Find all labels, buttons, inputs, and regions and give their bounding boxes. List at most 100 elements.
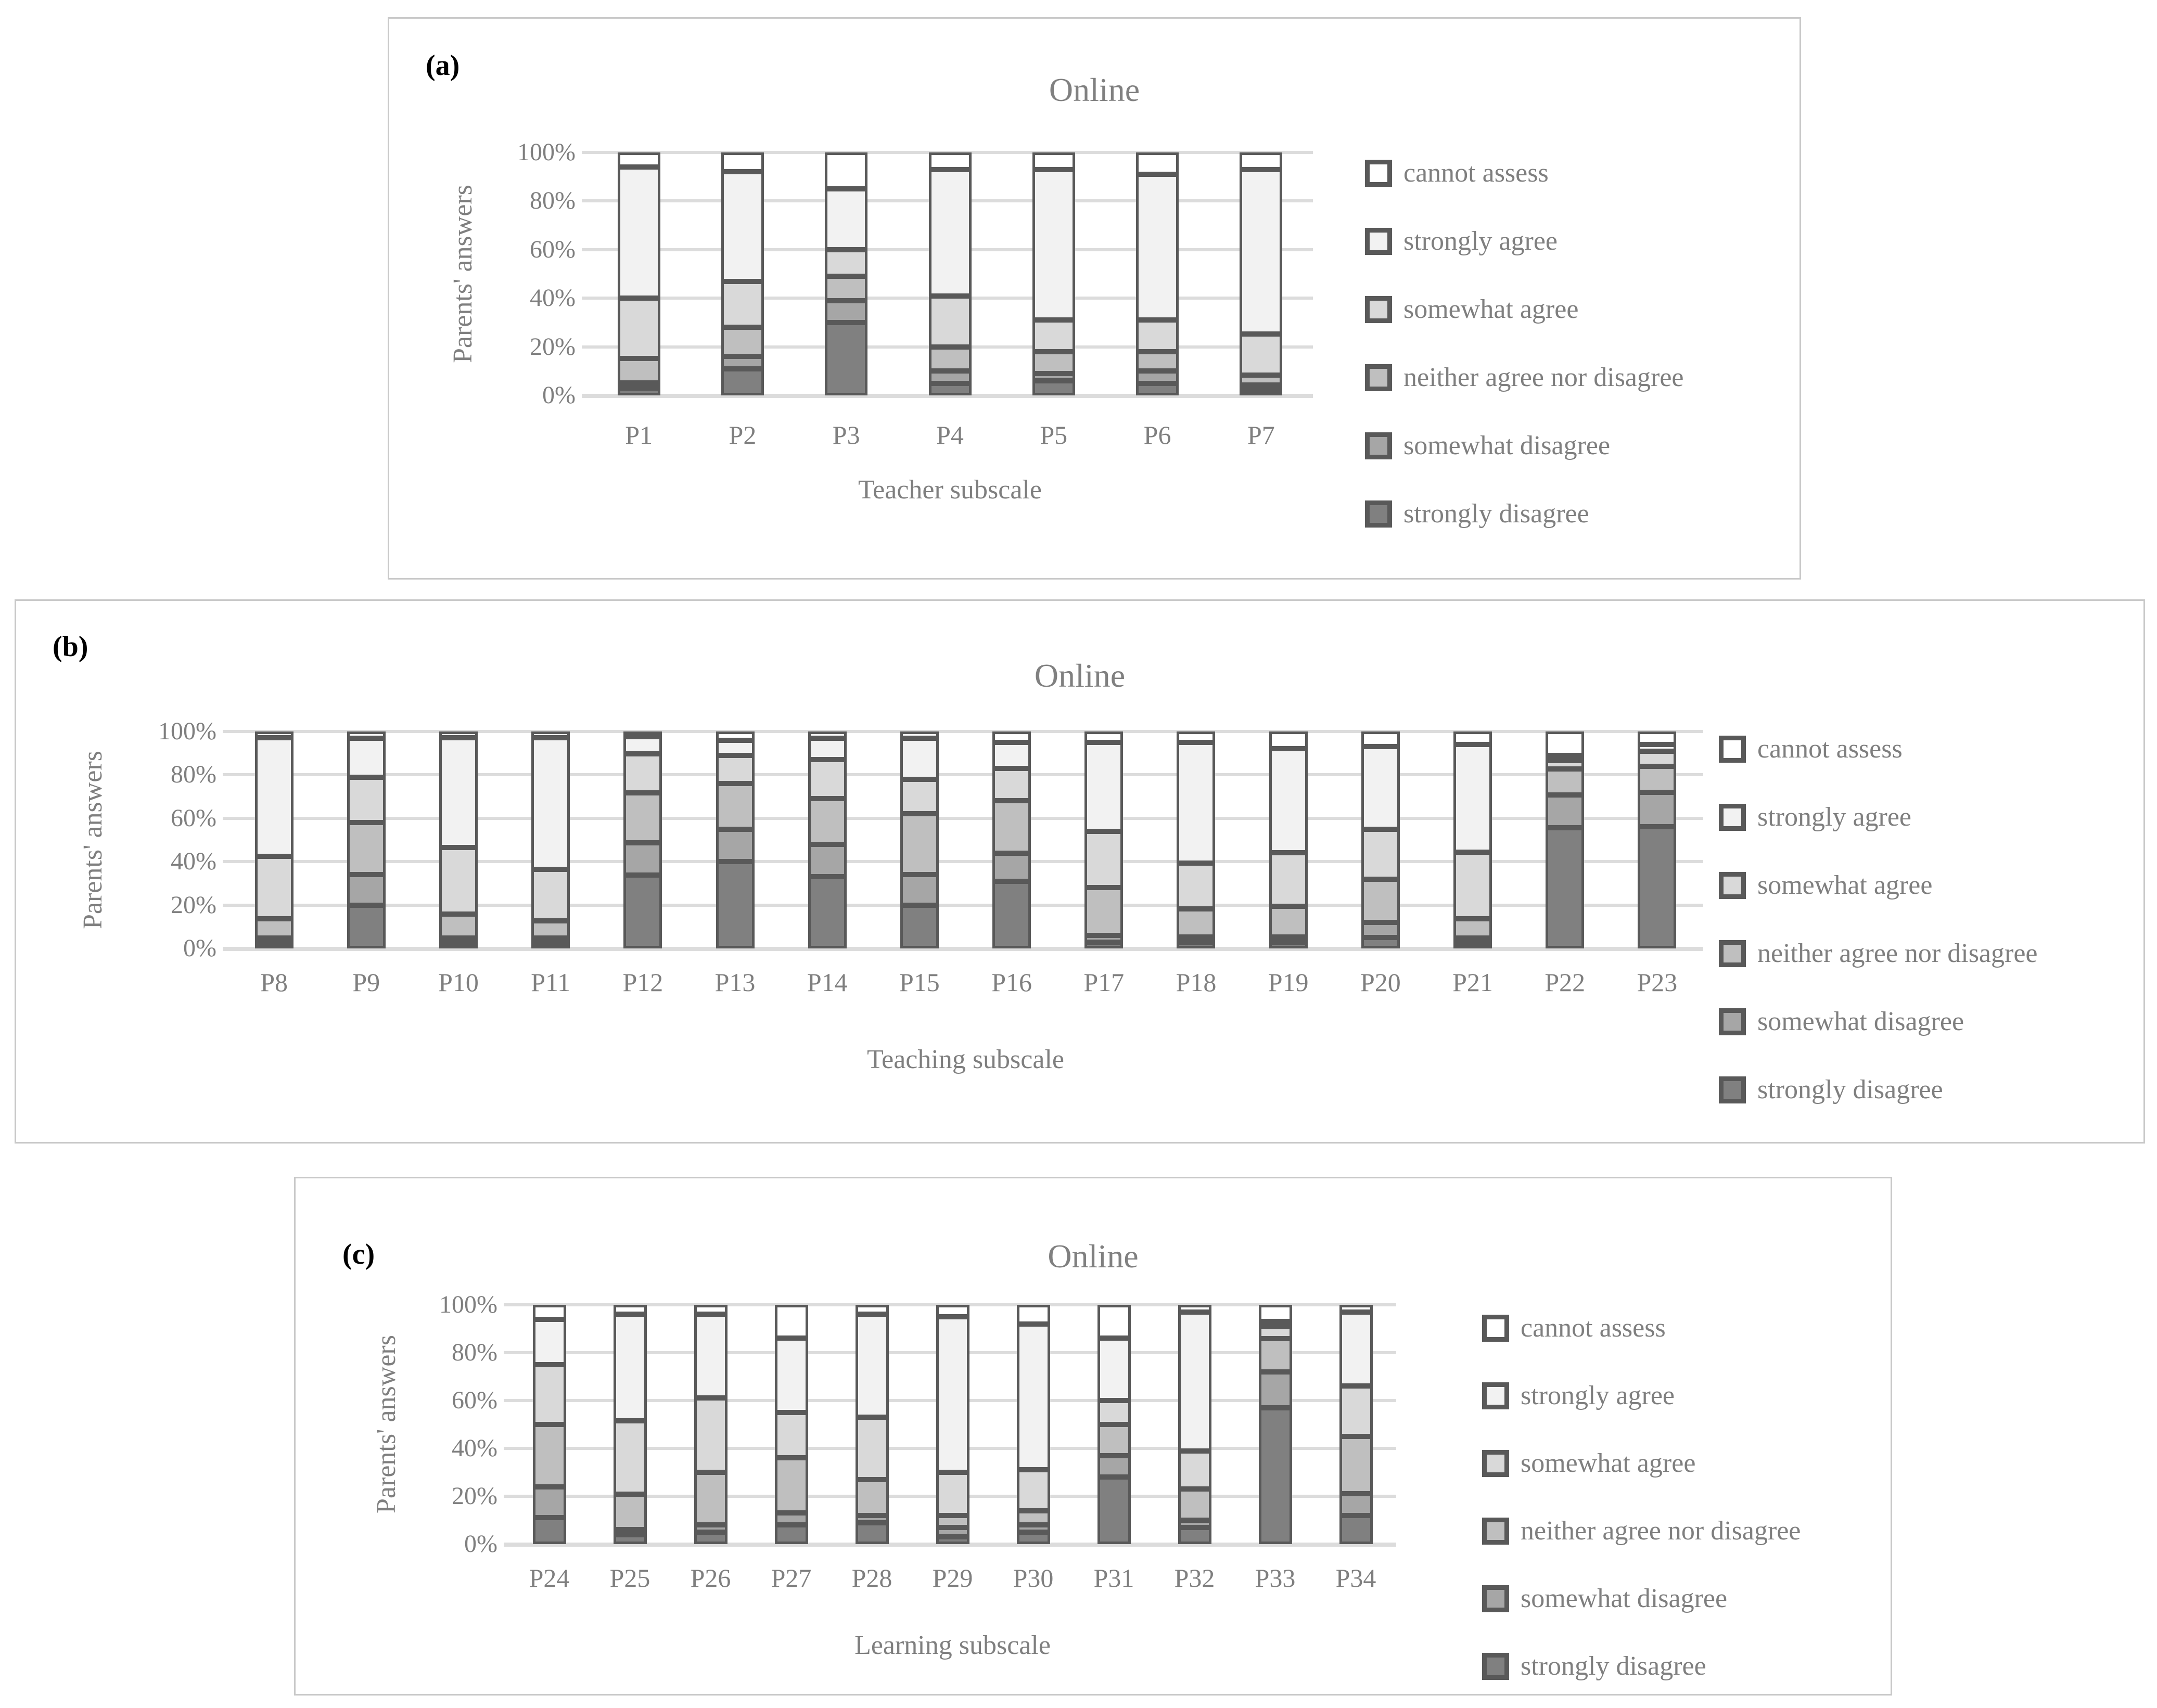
stacked-bar-P20: [1361, 731, 1400, 948]
bar-segment: [1638, 731, 1677, 745]
bar-segment: [254, 738, 293, 856]
chart-a-x-axis-title: Teacher subscale: [858, 475, 1042, 505]
bar-segment: [721, 368, 764, 395]
bar-segment: [928, 152, 972, 170]
bar-segment: [1361, 879, 1400, 922]
bar-segment: [825, 152, 868, 189]
legend-label: somewhat disagree: [1521, 1584, 1728, 1613]
bar-segment: [1361, 938, 1400, 948]
bar-segment: [347, 777, 386, 823]
bar-segment: [1453, 918, 1492, 938]
x-category-label: P13: [714, 968, 756, 997]
gridline-0: [504, 1543, 1396, 1547]
stacked-bar-P34: [1339, 1305, 1373, 1544]
bar-segment: [439, 847, 478, 915]
y-tick-label: 20%: [452, 1482, 497, 1510]
bar-segment: [439, 943, 478, 948]
bar-segment: [855, 1522, 889, 1544]
bar-segment: [531, 869, 570, 921]
bar-segment: [855, 1314, 889, 1418]
bar-segment: [1084, 942, 1124, 948]
bar-segment: [1136, 152, 1179, 175]
bar-segment: [617, 152, 660, 167]
x-category-label: P5: [1040, 420, 1068, 450]
y-tick-label: 60%: [530, 235, 576, 263]
legend-label: strongly agree: [1403, 226, 1558, 256]
stacked-bar-P18: [1177, 731, 1216, 948]
legend-swatch-icon: [1365, 296, 1392, 323]
x-category-label: P1: [625, 420, 653, 450]
bar-segment: [1177, 863, 1216, 909]
x-category-label: P20: [1360, 968, 1401, 997]
stacked-bar-P2: [721, 152, 764, 395]
chart-b-title: Online: [1034, 657, 1126, 694]
bar-segment: [1361, 731, 1400, 747]
bar-segment: [532, 1424, 566, 1487]
bar-segment: [254, 938, 293, 943]
bar-segment: [531, 920, 570, 938]
y-tick-label: 0%: [542, 381, 576, 409]
bar-segment: [1136, 351, 1179, 371]
legend-label: cannot assess: [1403, 158, 1549, 188]
y-tick-label: 80%: [530, 187, 576, 215]
legend-label: neither agree nor disagree: [1403, 363, 1684, 392]
panel-c: (c) Online Parents' answers Learning sub…: [294, 1177, 1892, 1696]
x-category-label: P8: [260, 968, 288, 997]
legend-label: somewhat disagree: [1757, 1007, 1964, 1036]
y-tick-label: 40%: [171, 847, 216, 876]
bar-segment: [1258, 1321, 1292, 1327]
stacked-bar-P17: [1084, 731, 1124, 948]
bar-segment: [992, 768, 1031, 801]
legend-item: somewhat disagree: [1482, 1585, 1727, 1612]
x-category-label: P15: [899, 968, 940, 997]
chart-b-plot-area: [223, 730, 1703, 951]
stacked-bar-P26: [694, 1305, 727, 1544]
bar-segment: [1258, 1339, 1292, 1372]
bar-segment: [774, 1338, 808, 1413]
x-category-label: P18: [1176, 968, 1217, 997]
bar-segment: [1016, 1324, 1050, 1470]
x-category-label: P2: [729, 420, 757, 450]
legend-swatch-icon: [1719, 940, 1746, 967]
bar-segment: [855, 1305, 889, 1315]
chart-c-plot-area: [504, 1303, 1396, 1547]
bar-segment: [1240, 152, 1283, 170]
stacked-bar-P10: [439, 731, 478, 948]
bar-segment: [1016, 1532, 1050, 1544]
x-category-label: P10: [438, 968, 479, 997]
bar-segment: [721, 281, 764, 328]
bar-segment: [1638, 827, 1677, 948]
stacked-bar-P5: [1032, 152, 1075, 395]
bar-segment: [808, 844, 847, 877]
y-tick-label: 100%: [517, 138, 576, 166]
legend-swatch-icon: [1365, 500, 1392, 528]
bar-segment: [808, 877, 847, 948]
bar-segment: [694, 1305, 727, 1315]
bar-segment: [1638, 792, 1677, 827]
stacked-bar-P28: [855, 1305, 889, 1544]
x-category-label: P19: [1268, 968, 1309, 997]
x-category-label: P14: [807, 968, 848, 997]
bar-segment: [1084, 731, 1124, 742]
bar-segment: [1258, 1408, 1292, 1544]
y-tick-label: 100%: [158, 717, 216, 745]
bar-segment: [716, 731, 755, 740]
bar-segment: [721, 152, 764, 172]
bar-segment: [613, 1534, 647, 1544]
bar-segment: [1546, 769, 1585, 795]
legend-label: strongly disagree: [1403, 499, 1589, 529]
bar-segment: [992, 742, 1031, 768]
bar-segment: [1097, 1477, 1131, 1544]
bar-segment: [617, 383, 660, 388]
x-category-label: P12: [622, 968, 663, 997]
bar-segment: [900, 905, 939, 948]
bar-segment: [1361, 747, 1400, 829]
x-category-label: P3: [832, 420, 860, 450]
stacked-bar-P32: [1178, 1305, 1211, 1544]
legend-item: cannot assess: [1719, 736, 1903, 763]
bar-segment: [928, 169, 972, 296]
bar-segment: [900, 875, 939, 905]
legend-label: cannot assess: [1757, 734, 1903, 764]
bar-segment: [1339, 1515, 1373, 1544]
